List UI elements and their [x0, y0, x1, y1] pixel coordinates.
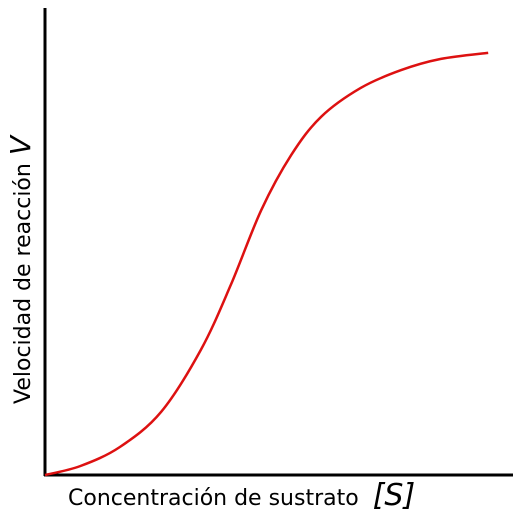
curve — [44, 51, 489, 477]
x-axis-label: Concentración de sustrato [S] — [68, 478, 415, 512]
y-label-text: Velocidad de reacción — [11, 163, 36, 404]
x-label-symbol: [S] — [373, 478, 415, 512]
x-label-text: Concentración de sustrato — [68, 486, 359, 511]
y-axis-label: Velocidad de reacción V — [4, 134, 37, 404]
y-label-symbol: V — [4, 134, 37, 155]
